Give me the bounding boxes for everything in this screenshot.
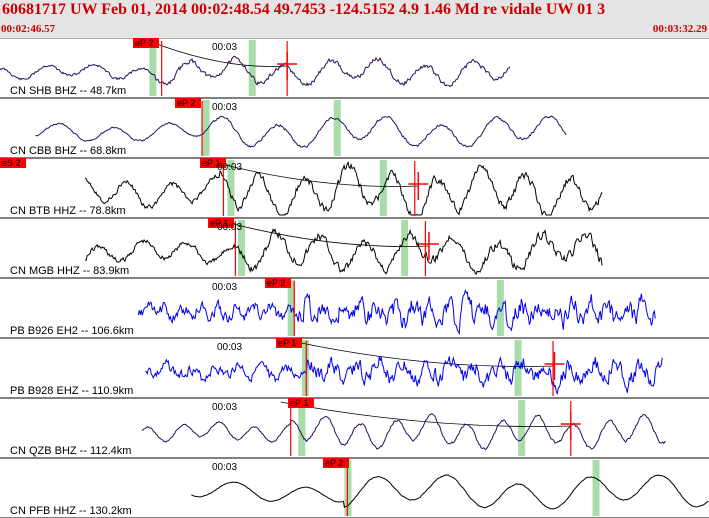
waveform bbox=[35, 115, 567, 149]
time-mark-label: 00:03 bbox=[212, 102, 237, 113]
time-mark-label: 00:03 bbox=[212, 462, 237, 473]
pick-flag-label: eP 1 bbox=[202, 158, 220, 168]
pick-flag-label: eP 2 bbox=[325, 458, 343, 468]
pick-window bbox=[592, 460, 600, 516]
window-end-time: 00:03:32.29 bbox=[652, 23, 707, 35]
event-header: 60681717 UW Feb 01, 2014 00:02:48.54 49.… bbox=[0, 0, 709, 39]
station-label: PB B926 EH2 -- 106.6km bbox=[10, 325, 134, 337]
pick-flag-label: eP 2 bbox=[177, 98, 195, 108]
arrival-curve bbox=[213, 161, 419, 187]
pick-flag-label: eP 2 bbox=[135, 38, 153, 48]
waveform bbox=[0, 55, 511, 88]
pick-flag[interactable] bbox=[133, 38, 159, 48]
waveform bbox=[84, 228, 603, 276]
station-label: PB B928 EHZ -- 110.9km bbox=[10, 385, 133, 397]
pick-flag[interactable] bbox=[208, 218, 234, 228]
station-label: CN BTB HHZ -- 78.8km bbox=[10, 205, 126, 217]
pick-flag[interactable] bbox=[265, 278, 291, 288]
pick-window bbox=[401, 220, 409, 276]
pick-window bbox=[298, 400, 306, 456]
pick-flag[interactable] bbox=[323, 458, 349, 468]
waveform bbox=[145, 355, 663, 395]
pick-flag[interactable] bbox=[175, 98, 201, 108]
pick-flag-label: eP 1 bbox=[278, 338, 296, 348]
station-label: CN MGB HHZ -- 83.9km bbox=[10, 265, 129, 277]
event-title: 60681717 UW Feb 01, 2014 00:02:48.54 49.… bbox=[2, 1, 606, 18]
pick-window bbox=[227, 160, 235, 216]
pick-flag[interactable] bbox=[0, 158, 26, 168]
time-mark-label: 00:03 bbox=[217, 162, 242, 173]
waveform bbox=[141, 413, 666, 451]
pick-window bbox=[287, 280, 295, 336]
waveform bbox=[84, 160, 603, 216]
time-mark-label: 00:03 bbox=[212, 402, 237, 413]
pick-flag[interactable] bbox=[276, 338, 302, 348]
pick-flag-label: eP 2 bbox=[267, 278, 285, 288]
arrival-curve bbox=[151, 41, 288, 67]
time-mark-label: 00:03 bbox=[217, 222, 242, 233]
station-label: CN QZB BHZ -- 112.4km bbox=[10, 445, 131, 457]
pick-window bbox=[238, 220, 246, 276]
pick-window bbox=[333, 100, 341, 156]
pick-flag-label: eS 2 bbox=[2, 158, 21, 168]
pick-window bbox=[496, 280, 504, 336]
seismogram-panel[interactable]: eP 2 00:03 CN SHB BHZ -- 48.7km eP 2 00:03 CN… bbox=[0, 38, 709, 518]
time-mark-label: 00:03 bbox=[212, 42, 237, 53]
station-label: CN SHB BHZ -- 48.7km bbox=[10, 85, 126, 97]
time-mark-label: 00:03 bbox=[217, 342, 242, 353]
pick-window bbox=[518, 400, 526, 456]
pick-flag[interactable] bbox=[288, 398, 314, 408]
pick-window bbox=[248, 40, 256, 96]
waveform bbox=[191, 474, 709, 510]
arrival-curve bbox=[280, 401, 571, 427]
waveform bbox=[137, 288, 656, 336]
pick-window bbox=[149, 40, 157, 96]
arrival-curve bbox=[225, 221, 429, 247]
pick-window bbox=[514, 340, 522, 396]
window-start-time: 00:02:46.57 bbox=[1, 23, 56, 35]
station-label: CN PFB HHZ -- 130.2km bbox=[10, 505, 132, 517]
time-mark-label: 00:03 bbox=[212, 282, 237, 293]
pick-window bbox=[301, 340, 309, 396]
pick-flag-label: eP 1 bbox=[210, 218, 228, 228]
pick-window bbox=[202, 100, 210, 156]
pick-flag-label: eP 1 bbox=[290, 398, 308, 408]
station-label: CN CBB BHZ -- 68.8km bbox=[10, 145, 126, 157]
pick-flag[interactable] bbox=[200, 158, 226, 168]
